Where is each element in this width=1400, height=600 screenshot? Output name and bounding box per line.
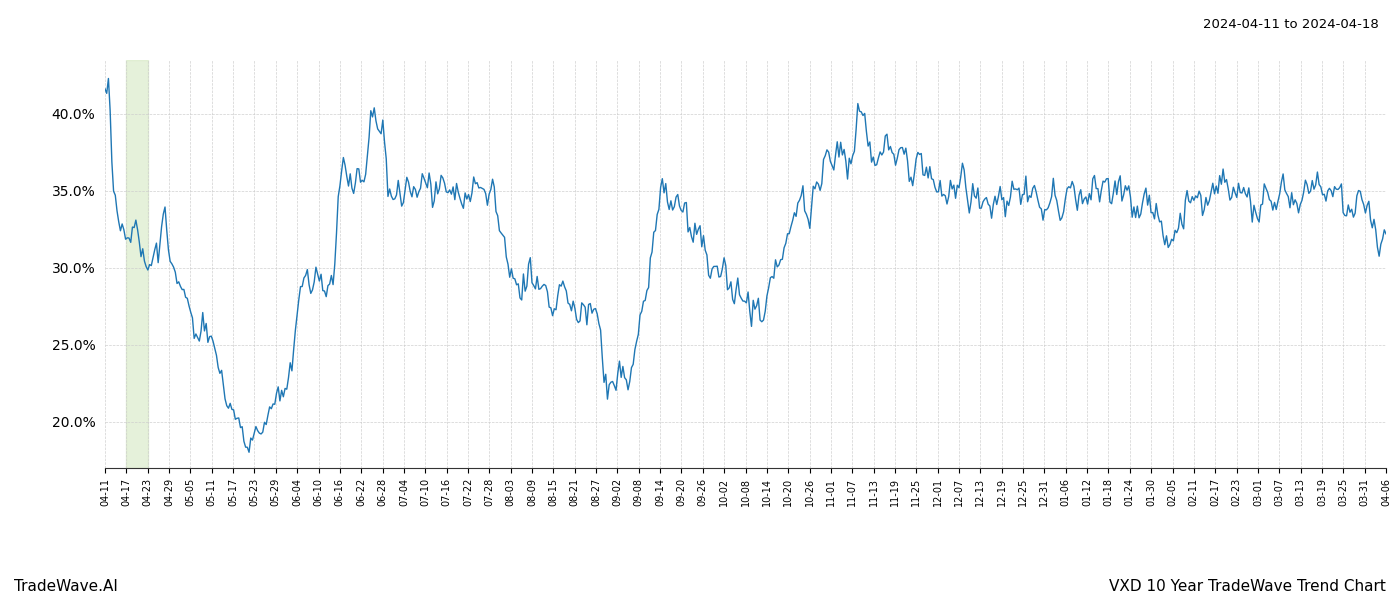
Text: TradeWave.AI: TradeWave.AI (14, 579, 118, 594)
Text: 2024-04-11 to 2024-04-18: 2024-04-11 to 2024-04-18 (1203, 18, 1379, 31)
Text: VXD 10 Year TradeWave Trend Chart: VXD 10 Year TradeWave Trend Chart (1109, 579, 1386, 594)
Bar (126, 60, 148, 468)
